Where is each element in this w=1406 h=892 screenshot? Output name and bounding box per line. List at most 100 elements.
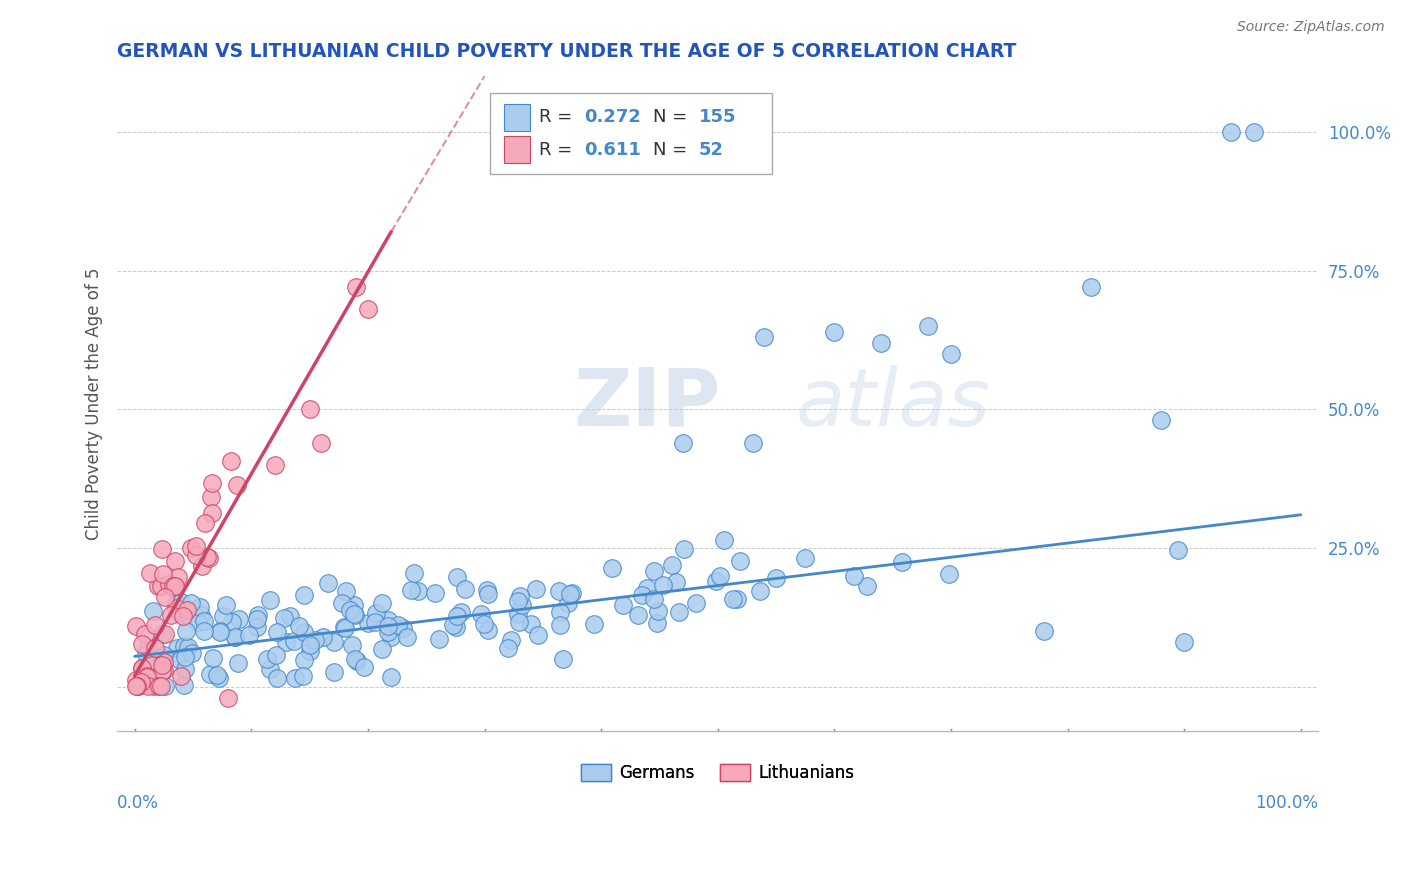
Point xyxy=(200,667,222,681)
Point xyxy=(475,582,498,597)
Point xyxy=(176,603,198,617)
Point xyxy=(195,549,218,564)
Point xyxy=(215,598,238,612)
Point xyxy=(170,669,193,683)
Point xyxy=(508,615,530,630)
Point xyxy=(141,671,163,685)
Point xyxy=(162,579,184,593)
Point xyxy=(169,653,191,667)
Point xyxy=(150,658,173,673)
Point xyxy=(225,478,247,492)
Point xyxy=(283,634,305,648)
FancyBboxPatch shape xyxy=(503,104,530,130)
Point xyxy=(685,596,707,610)
Point xyxy=(454,582,477,597)
Point xyxy=(309,435,332,450)
Point xyxy=(498,640,520,655)
Point xyxy=(246,619,269,633)
Point xyxy=(153,648,176,663)
Point xyxy=(446,609,468,624)
Point xyxy=(728,554,751,568)
Point xyxy=(754,330,776,344)
Point xyxy=(166,641,188,656)
Point xyxy=(377,624,399,639)
Point xyxy=(180,541,202,555)
Point xyxy=(470,607,492,621)
Point xyxy=(180,596,202,610)
Point xyxy=(141,658,163,673)
Point xyxy=(217,691,239,706)
Point xyxy=(150,679,173,693)
Point xyxy=(399,582,422,597)
Point xyxy=(856,579,879,593)
Point xyxy=(135,647,157,661)
Point xyxy=(170,595,193,609)
Point xyxy=(304,632,326,647)
Text: 100.0%: 100.0% xyxy=(1256,794,1319,812)
Point xyxy=(193,614,215,628)
Point xyxy=(709,569,731,583)
Point xyxy=(264,648,287,662)
Point xyxy=(208,624,231,639)
Point xyxy=(364,615,387,629)
Point xyxy=(284,672,307,686)
Point xyxy=(870,335,893,350)
Point xyxy=(165,596,187,610)
Point xyxy=(477,624,499,638)
Point xyxy=(181,646,204,660)
FancyBboxPatch shape xyxy=(503,136,530,162)
Point xyxy=(143,618,166,632)
Point xyxy=(844,569,866,583)
Point xyxy=(647,615,669,630)
Point xyxy=(184,548,207,562)
Point xyxy=(1080,280,1102,294)
Point xyxy=(333,620,356,634)
Point xyxy=(184,539,207,553)
Point xyxy=(917,319,939,334)
Point xyxy=(551,652,574,666)
Point xyxy=(672,541,695,556)
Point xyxy=(131,661,153,675)
Point xyxy=(148,679,170,693)
Point xyxy=(150,579,173,593)
Text: 52: 52 xyxy=(699,141,724,159)
Point xyxy=(165,600,187,615)
Point xyxy=(600,561,623,575)
Point xyxy=(146,578,169,592)
Point xyxy=(226,656,249,670)
FancyBboxPatch shape xyxy=(489,93,772,175)
Point xyxy=(1150,413,1173,427)
Point xyxy=(672,435,695,450)
Point xyxy=(330,596,353,610)
Point xyxy=(246,612,269,626)
Point xyxy=(157,576,180,591)
Point xyxy=(256,652,278,666)
Point xyxy=(823,325,845,339)
Point xyxy=(631,588,654,602)
Point xyxy=(627,607,650,622)
Point xyxy=(727,591,749,606)
Point xyxy=(477,587,499,601)
Point xyxy=(406,583,429,598)
Point xyxy=(202,650,225,665)
Point xyxy=(224,631,246,645)
Point xyxy=(153,591,176,605)
Point xyxy=(198,551,221,566)
Point xyxy=(247,608,270,623)
Point xyxy=(142,604,165,618)
Point xyxy=(938,567,960,582)
Point xyxy=(561,586,583,600)
Point xyxy=(550,618,572,632)
Text: 0.611: 0.611 xyxy=(585,141,641,159)
Point xyxy=(177,640,200,654)
Point xyxy=(131,661,153,675)
Point xyxy=(647,604,669,618)
Point xyxy=(136,640,159,655)
Point xyxy=(643,592,665,607)
Point xyxy=(377,613,399,627)
Point xyxy=(748,583,770,598)
Point xyxy=(135,670,157,684)
Point xyxy=(129,674,152,689)
Point xyxy=(152,566,174,581)
Y-axis label: Child Poverty Under the Age of 5: Child Poverty Under the Age of 5 xyxy=(86,268,103,540)
